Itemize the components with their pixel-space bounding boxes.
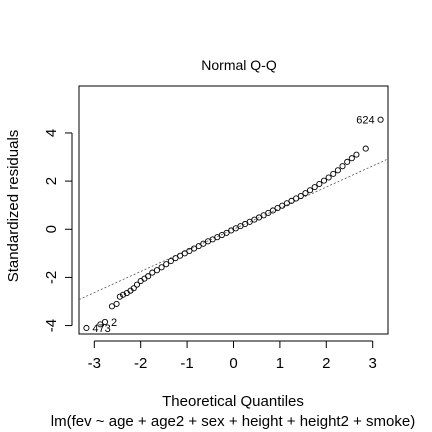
y-tick-label: -2	[43, 271, 60, 284]
y-tick-label: 0	[43, 225, 60, 233]
chart-title: Normal Q-Q	[201, 57, 277, 73]
x-tick-label: 2	[322, 355, 330, 372]
x-tick-label: 1	[276, 355, 284, 372]
data-point	[330, 170, 337, 177]
model-formula-label: lm(fev ~ age + age2 + sex + height + hei…	[51, 413, 415, 430]
data-point	[130, 285, 137, 292]
data-point	[153, 267, 160, 274]
data-point	[83, 324, 90, 332]
data-point	[172, 255, 179, 262]
x-tick-label: -3	[88, 355, 101, 372]
data-point	[195, 243, 202, 250]
data-point	[353, 151, 360, 158]
data-point	[362, 145, 369, 152]
y-axis: -4 -2 0 2 4	[43, 129, 73, 332]
data-point	[297, 192, 304, 200]
data-point	[145, 273, 152, 280]
data-point	[163, 261, 170, 268]
data-point	[334, 167, 341, 174]
data-point	[223, 229, 230, 236]
x-tick-label: -2	[134, 355, 147, 372]
point-label: 624	[356, 115, 374, 127]
data-point	[339, 163, 346, 170]
data-point	[200, 240, 207, 247]
data-point	[101, 318, 109, 326]
data-point	[320, 177, 328, 184]
data-point	[149, 269, 156, 276]
data-point	[186, 247, 193, 254]
data-point	[120, 291, 127, 298]
data-point	[302, 190, 309, 197]
data-point	[97, 321, 104, 328]
data-point	[260, 212, 267, 219]
data-point	[177, 252, 184, 259]
data-points	[83, 116, 384, 332]
x-axis: -3 -2 -1 0 1 2 3	[88, 340, 377, 372]
data-point	[316, 180, 323, 188]
data-point	[288, 197, 295, 204]
data-point	[283, 200, 290, 207]
data-point	[344, 158, 351, 165]
data-point	[108, 303, 115, 310]
data-point	[307, 187, 314, 194]
data-point	[377, 116, 384, 123]
data-point	[158, 264, 165, 271]
y-axis-label: Standardized residuals	[5, 130, 22, 283]
data-point	[325, 174, 332, 181]
data-point	[311, 184, 318, 191]
data-point	[141, 275, 148, 282]
data-point	[181, 250, 188, 257]
x-tick-label: -1	[180, 355, 193, 372]
data-point	[274, 205, 281, 212]
y-tick-label: -4	[43, 319, 60, 332]
data-point	[116, 293, 123, 300]
data-point	[113, 300, 120, 307]
data-point	[133, 281, 141, 288]
y-tick-label: 4	[43, 129, 60, 137]
data-point	[191, 245, 198, 252]
data-point	[279, 202, 286, 209]
data-point	[269, 207, 276, 214]
y-tick-label: 2	[43, 177, 60, 185]
data-point	[265, 209, 272, 216]
data-point	[137, 277, 144, 285]
data-point	[348, 155, 355, 162]
x-tick-label: 0	[229, 355, 237, 372]
x-axis-label: Theoretical Quantiles	[162, 393, 304, 410]
plot-frame	[78, 85, 389, 335]
x-tick-label: 3	[369, 355, 377, 372]
data-point	[167, 257, 174, 265]
point-label: 473	[92, 323, 110, 335]
data-point	[293, 195, 300, 202]
point-label: 2	[111, 317, 117, 329]
